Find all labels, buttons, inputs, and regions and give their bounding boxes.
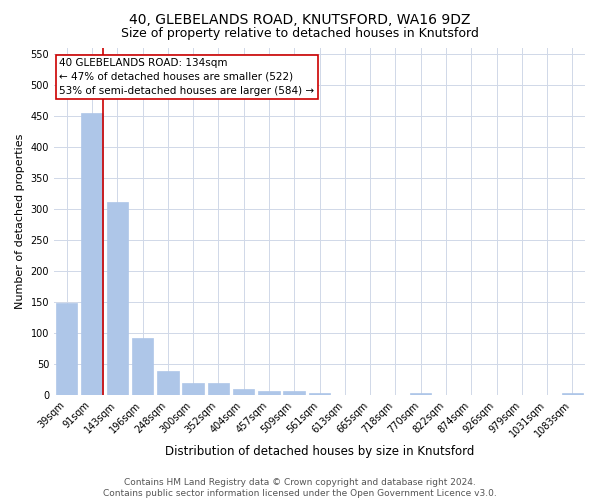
Bar <box>157 372 179 395</box>
Bar <box>132 338 153 395</box>
Bar <box>208 382 229 395</box>
X-axis label: Distribution of detached houses by size in Knutsford: Distribution of detached houses by size … <box>165 444 474 458</box>
Text: 40 GLEBELANDS ROAD: 134sqm
← 47% of detached houses are smaller (522)
53% of sem: 40 GLEBELANDS ROAD: 134sqm ← 47% of deta… <box>59 58 314 96</box>
Text: Size of property relative to detached houses in Knutsford: Size of property relative to detached ho… <box>121 28 479 40</box>
Bar <box>309 392 330 395</box>
Bar <box>182 383 204 395</box>
Bar <box>562 392 583 395</box>
Text: Contains HM Land Registry data © Crown copyright and database right 2024.
Contai: Contains HM Land Registry data © Crown c… <box>103 478 497 498</box>
Bar <box>258 392 280 395</box>
Y-axis label: Number of detached properties: Number of detached properties <box>15 134 25 309</box>
Bar <box>283 392 305 395</box>
Bar <box>56 303 77 395</box>
Bar <box>233 389 254 395</box>
Bar <box>107 202 128 395</box>
Bar <box>410 392 431 395</box>
Bar <box>81 112 103 395</box>
Text: 40, GLEBELANDS ROAD, KNUTSFORD, WA16 9DZ: 40, GLEBELANDS ROAD, KNUTSFORD, WA16 9DZ <box>129 12 471 26</box>
